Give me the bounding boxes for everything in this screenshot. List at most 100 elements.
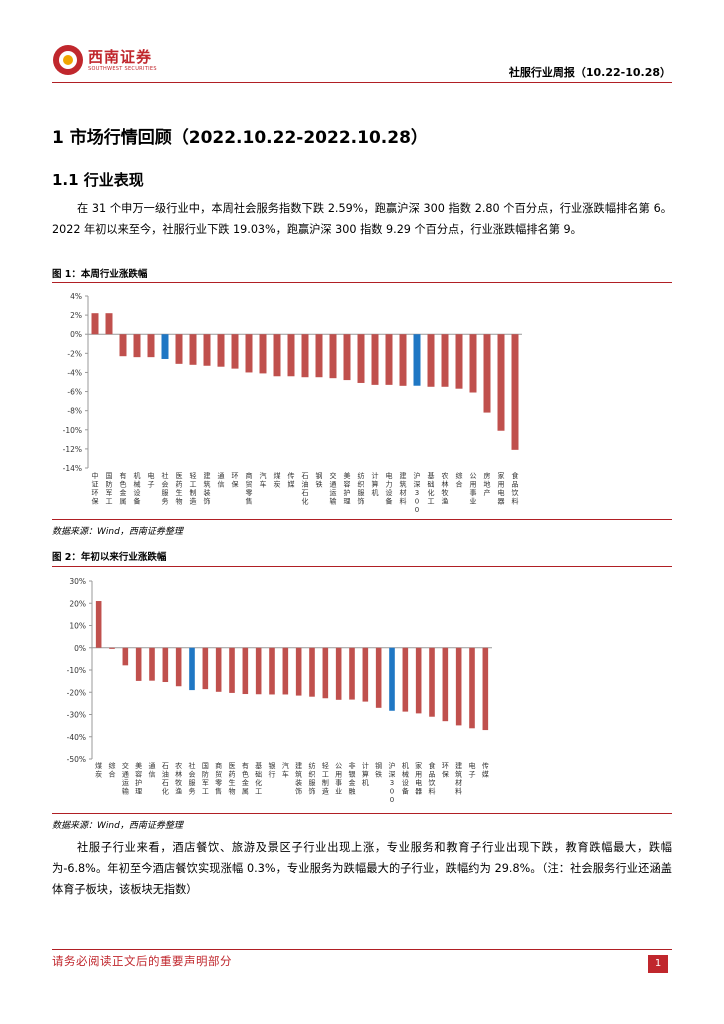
- bar-公用事业: [469, 334, 477, 393]
- x-tick-label: 建筑材料: [455, 761, 462, 796]
- x-tick-label: 纺织服饰: [309, 761, 316, 796]
- x-tick-label: 煤炭: [95, 761, 102, 779]
- y-tick-label: -2%: [67, 349, 82, 358]
- bar-农林牧渔: [175, 647, 182, 687]
- x-tick-label: 轻工制造: [322, 761, 329, 796]
- bar-银行: [269, 647, 275, 695]
- logo-icon: [53, 45, 83, 75]
- bar-食品饮料: [511, 334, 519, 450]
- x-tick-label: 医药生物: [176, 472, 183, 506]
- x-tick-label: 电子: [469, 761, 476, 779]
- bar-机械设备: [402, 647, 409, 712]
- bar-沪深300: [389, 647, 395, 711]
- x-tick-label: 社会服务: [162, 471, 169, 506]
- x-tick-label: 国防军工: [106, 472, 113, 506]
- bar-机械设备: [133, 334, 141, 358]
- x-tick-label: 传媒: [482, 761, 489, 779]
- x-tick-label: 基础化工: [428, 471, 435, 506]
- bar-社会服务: [161, 334, 169, 359]
- bar-中证环保: [91, 313, 99, 335]
- bar-家用电器: [497, 334, 505, 431]
- y-tick-label: 30%: [69, 577, 86, 586]
- y-tick-label: -20%: [67, 688, 86, 697]
- x-tick-label: 银行: [269, 761, 276, 779]
- x-tick-label: 非银金融: [349, 761, 356, 796]
- x-tick-label: 房地产: [484, 471, 491, 497]
- x-tick-label: 公用事业: [335, 762, 342, 796]
- y-tick-label: -8%: [67, 407, 82, 416]
- x-tick-label: 机械设备: [402, 761, 409, 796]
- bar-家用电器: [415, 647, 422, 714]
- x-tick-label: 钢铁: [316, 471, 323, 489]
- section-heading: 1 市场行情回顾（2022.10.22-2022.10.28）: [52, 128, 428, 148]
- x-tick-label: 食品饮料: [429, 761, 436, 796]
- x-tick-label: 交通运输: [122, 761, 129, 796]
- x-tick-label: 农林牧渔: [442, 471, 449, 506]
- logo-subtext: SOUTHWEST SECURITIES: [88, 66, 157, 72]
- bar-沪深300: [413, 334, 421, 386]
- bar-轻工制造: [189, 334, 197, 365]
- y-tick-label: -30%: [67, 711, 86, 720]
- bar-交通运输: [329, 334, 337, 379]
- bar-轻工制造: [322, 647, 329, 699]
- x-tick-label: 环保: [442, 762, 449, 779]
- x-tick-label: 综合: [456, 471, 463, 489]
- bar-电子: [147, 334, 155, 358]
- bar-建筑材料: [455, 647, 462, 726]
- x-tick-label: 农林牧渔: [175, 761, 182, 796]
- x-tick-label: 建筑材料: [400, 471, 407, 506]
- x-tick-label: 通信: [218, 471, 225, 489]
- bar-建筑装饰: [203, 334, 211, 366]
- bar-计算机: [371, 334, 379, 385]
- bar-传媒: [482, 647, 489, 731]
- intro-paragraph: 在 31 个申万一级行业中，本周社会服务指数下跌 2.59%，跑赢沪深 300 …: [52, 202, 672, 236]
- bar-非银金融: [349, 647, 355, 700]
- ytd-industry-chart: 30% 20% 10% 0% -10% -20% -30% -40% -50% 煤炭综合交通运输美…: [67, 577, 492, 804]
- bar-传媒: [287, 334, 295, 377]
- bar-医药生物: [229, 647, 235, 693]
- x-tick-label: 中证环保: [92, 471, 99, 506]
- bar-汽车: [259, 334, 267, 374]
- figure2-bottom-rule: [52, 813, 672, 814]
- x-tick-label: 石油石化: [302, 472, 309, 506]
- logo-text: 西南证券: [88, 48, 153, 66]
- figure2-caption: 图 2：年初以来行业涨跌幅: [52, 552, 167, 563]
- bar-钢铁: [375, 647, 382, 708]
- bar-有色金属: [119, 334, 127, 357]
- bar-食品饮料: [429, 647, 435, 717]
- bar-计算机: [362, 647, 369, 702]
- y-tick-label: 0%: [70, 330, 82, 339]
- bar-医药生物: [175, 334, 183, 364]
- bar-煤炭: [273, 334, 281, 377]
- y-tick-label: -4%: [67, 368, 82, 377]
- bar-基础化工: [255, 647, 262, 695]
- x-tick-label: 轻工制造: [190, 471, 197, 506]
- x-tick-label: 国防军工: [202, 762, 209, 796]
- x-tick-label: 社会服务: [189, 761, 196, 796]
- x-tick-label: 美容护理: [344, 471, 351, 506]
- bar-通信: [217, 334, 225, 367]
- subindustry-paragraph: 社服子行业来看，酒店餐饮、旅游及景区子行业出现上涨，专业服务和教育子行业出现下跌…: [52, 841, 672, 896]
- footer-disclaimer: 请务必阅读正文后的重要声明部分: [52, 954, 232, 968]
- bar-有色金属: [242, 647, 249, 695]
- y-tick-label: -40%: [67, 733, 86, 742]
- x-tick-label: 商贸零售: [246, 471, 253, 506]
- x-tick-label: 电子: [148, 471, 155, 489]
- header-divider: [52, 82, 672, 83]
- x-tick-label: 汽车: [282, 761, 289, 779]
- bar-纺织服饰: [357, 334, 365, 383]
- subsection-heading: 1.1 行业表现: [52, 171, 144, 189]
- x-tick-label: 计算机: [372, 471, 379, 497]
- x-tick-label: 通信: [149, 761, 156, 779]
- y-tick-label: -10%: [67, 666, 86, 675]
- figure1-bottom-rule: [52, 519, 672, 520]
- figure1-caption: 图 1：本周行业涨跌幅: [52, 269, 148, 280]
- bar-农林牧渔: [441, 334, 449, 387]
- bar-商贸零售: [215, 647, 222, 692]
- x-tick-label: 交通运输: [330, 471, 337, 506]
- x-tick-label: 沪深 3 0 0: [414, 471, 421, 514]
- y-tick-label: -6%: [67, 388, 82, 397]
- y-tick-label: -50%: [67, 755, 86, 764]
- x-tick-label: 传媒: [288, 471, 295, 489]
- y-tick-label: -12%: [63, 445, 82, 454]
